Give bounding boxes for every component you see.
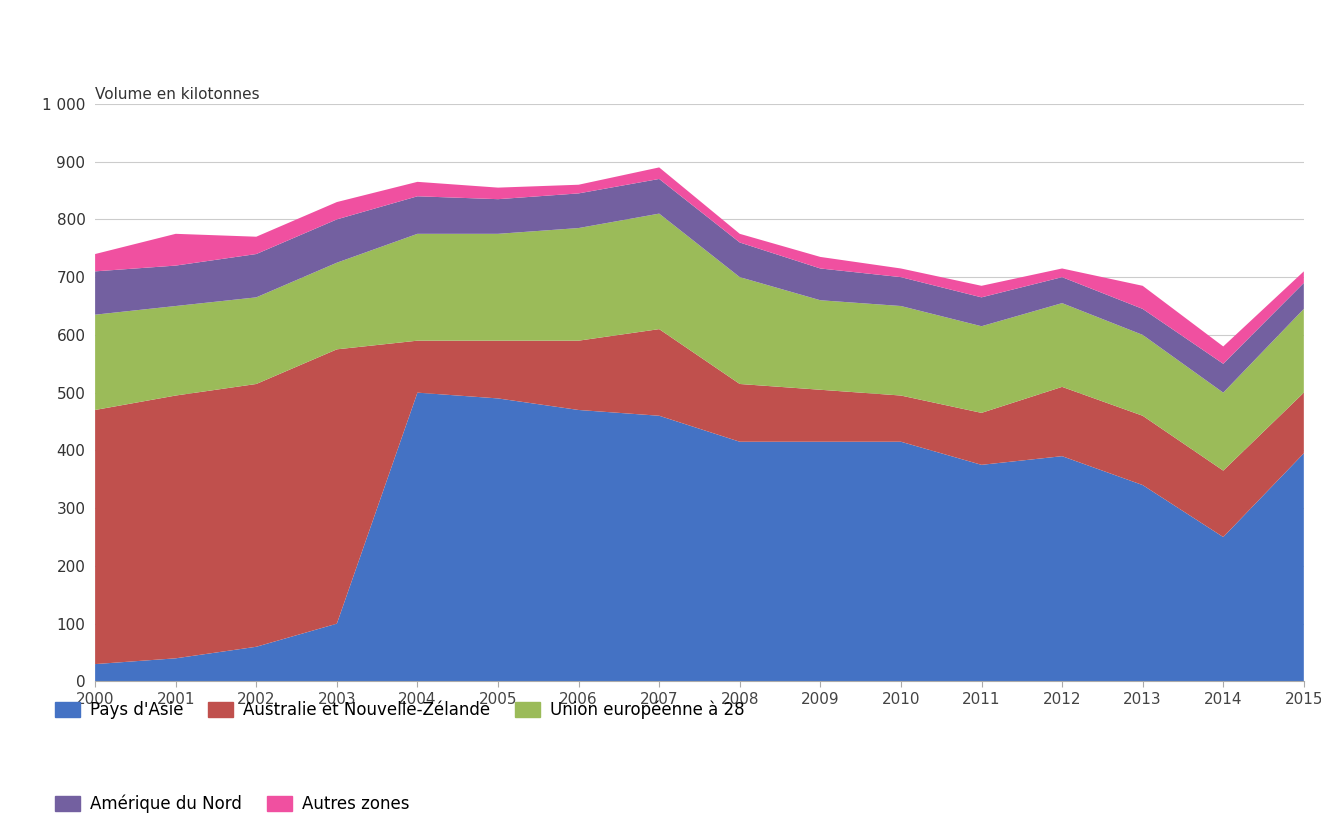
Text: Volume en kilotonnes: Volume en kilotonnes	[95, 87, 260, 102]
Text: Graph.8: Graph.8	[16, 33, 110, 54]
Text: - ÉVOLUTION DU FRET MARITIME IMPORTÉ PAR ZONE GÉOGRAPHIQUE: - ÉVOLUTION DU FRET MARITIME IMPORTÉ PAR…	[112, 32, 933, 55]
Legend: Amérique du Nord, Autres zones: Amérique du Nord, Autres zones	[48, 788, 416, 819]
